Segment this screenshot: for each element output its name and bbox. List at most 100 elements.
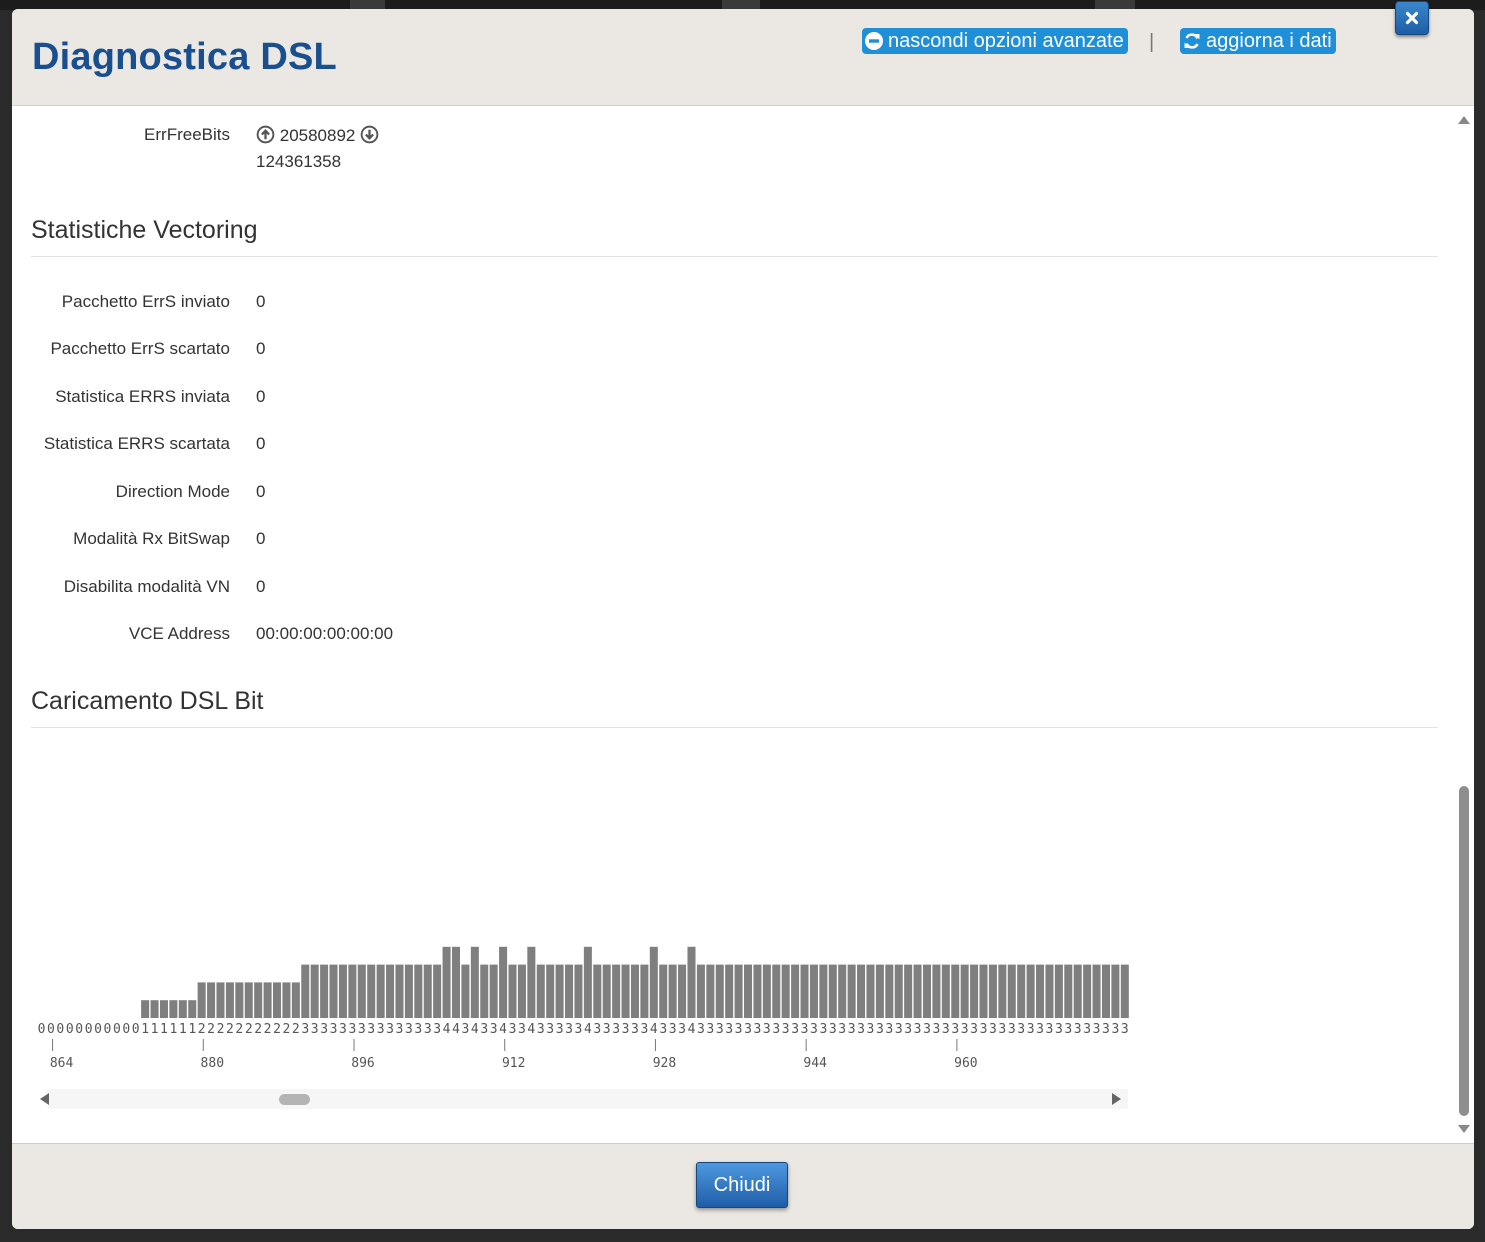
bit-bar <box>433 964 442 1018</box>
bit-value-label: 3 <box>593 1022 601 1037</box>
bit-value-label: 0 <box>56 1022 64 1037</box>
modal-title: Diagnostica DSL <box>32 36 337 78</box>
bit-value-label: 3 <box>320 1022 328 1037</box>
bit-value-label: 3 <box>1055 1022 1063 1037</box>
bit-bar <box>178 1000 187 1018</box>
x-tick-label: 864 <box>50 1056 74 1071</box>
bit-bar <box>574 964 583 1018</box>
bit-bar <box>1101 964 1110 1018</box>
bit-value-label: 4 <box>688 1022 696 1037</box>
bit-value-label: 3 <box>791 1022 799 1037</box>
bit-bar <box>904 964 913 1018</box>
bit-bar <box>678 964 687 1018</box>
bit-value-label: 2 <box>245 1022 253 1037</box>
bit-bar <box>517 964 526 1018</box>
bit-value-label: 2 <box>264 1022 272 1037</box>
vectoring-row-value: 0 <box>256 292 266 311</box>
bit-bar <box>225 982 234 1018</box>
bit-bar <box>941 964 950 1018</box>
vertical-scrollbar-thumb[interactable] <box>1459 786 1469 1116</box>
bit-bar <box>1026 964 1035 1018</box>
bit-bar <box>244 982 253 1018</box>
bit-bar <box>1130 965 1132 1018</box>
bit-bar <box>885 964 894 1018</box>
bit-bar <box>320 964 329 1018</box>
bit-value-label: 3 <box>819 1022 827 1037</box>
bit-value-label: 1 <box>160 1022 168 1037</box>
errfreebits-upstream: 20580892 <box>279 126 356 145</box>
background-block <box>722 0 760 10</box>
bit-value-label: 3 <box>735 1022 743 1037</box>
bit-bar <box>291 982 300 1018</box>
vectoring-row-value: 00:00:00:00:00:00 <box>256 624 394 643</box>
bit-bar <box>800 964 809 1018</box>
bit-bar <box>141 1000 150 1018</box>
bit-value-label: 3 <box>575 1022 583 1037</box>
bit-value-label: 3 <box>556 1022 564 1037</box>
vectoring-row-value: 0 <box>256 387 266 406</box>
bit-value-label: 3 <box>1008 1022 1016 1037</box>
bit-bar <box>1083 964 1092 1018</box>
hide-advanced-options-button[interactable]: nascondi opzioni avanzate <box>862 28 1128 54</box>
bit-bar <box>744 964 753 1018</box>
bit-bar <box>1007 964 1016 1018</box>
bit-value-label: 3 <box>923 1022 931 1037</box>
refresh-data-button[interactable]: aggiorna i dati <box>1180 28 1336 54</box>
bit-value-label: 3 <box>716 1022 724 1037</box>
bit-value-label: 0 <box>66 1022 74 1037</box>
vectoring-row-label: Pacchetto ErrS scartato <box>50 339 230 358</box>
bit-bar <box>762 964 771 1018</box>
refresh-icon <box>1184 33 1200 49</box>
bit-value-label: 3 <box>867 1022 875 1037</box>
bit-value-label: 3 <box>396 1022 404 1037</box>
bit-value-label: 3 <box>490 1022 498 1037</box>
bit-value-label: 2 <box>226 1022 234 1037</box>
bit-value-label: 3 <box>810 1022 818 1037</box>
scroll-left-arrow-icon[interactable] <box>40 1093 49 1105</box>
scroll-up-arrow-icon[interactable] <box>1458 116 1470 124</box>
bit-value-label: 2 <box>207 1022 215 1037</box>
x-tick-label: 912 <box>502 1056 525 1071</box>
bit-value-label: 3 <box>942 1022 950 1037</box>
bit-value-label: 3 <box>414 1022 422 1037</box>
close-button[interactable]: Chiudi <box>696 1162 788 1208</box>
vectoring-row-label: Statistica ERRS inviata <box>55 387 230 406</box>
bit-bar <box>725 964 734 1018</box>
bit-value-label: 3 <box>848 1022 856 1037</box>
bit-value-label: 3 <box>367 1022 375 1037</box>
bit-value-label: 0 <box>132 1022 140 1037</box>
bit-value-label: 3 <box>951 1022 959 1037</box>
vectoring-row-label: Modalità Rx BitSwap <box>73 529 230 548</box>
bit-value-label: 3 <box>358 1022 366 1037</box>
bit-value-label: 0 <box>113 1022 121 1037</box>
scroll-right-arrow-icon[interactable] <box>1112 1093 1121 1105</box>
bit-bar <box>988 964 997 1018</box>
background-block <box>350 0 385 10</box>
bit-bar <box>404 964 413 1018</box>
bit-bar <box>772 964 781 1018</box>
dsl-diagnostics-modal: Diagnostica DSL nascondi opzioni avanzat… <box>12 9 1474 1229</box>
scroll-down-arrow-icon[interactable] <box>1458 1125 1470 1133</box>
bit-bar <box>753 964 762 1018</box>
bit-value-label: 3 <box>980 1022 988 1037</box>
bit-value-label: 3 <box>631 1022 639 1037</box>
bit-value-label: 3 <box>612 1022 620 1037</box>
close-x-button[interactable] <box>1395 1 1429 35</box>
bit-bar <box>188 1000 197 1018</box>
bit-value-label: 1 <box>151 1022 159 1037</box>
chart-scroll-thumb[interactable] <box>279 1094 310 1105</box>
bit-value-label: 3 <box>377 1022 385 1037</box>
bit-bar <box>499 946 508 1018</box>
bit-value-label: 4 <box>499 1022 507 1037</box>
bit-value-label: 1 <box>141 1022 149 1037</box>
bit-bar <box>866 964 875 1018</box>
bit-value-label: 3 <box>405 1022 413 1037</box>
bit-value-label: 3 <box>509 1022 517 1037</box>
modal-body: ErrFreeBits 20580892 124361358 Statistic… <box>12 106 1474 1143</box>
chart-horizontal-scrollbar[interactable] <box>48 1089 1128 1109</box>
bit-bar <box>480 964 489 1018</box>
bit-value-label: 1 <box>169 1022 177 1037</box>
vectoring-row-value: 0 <box>256 529 266 548</box>
bit-bar <box>310 964 319 1018</box>
